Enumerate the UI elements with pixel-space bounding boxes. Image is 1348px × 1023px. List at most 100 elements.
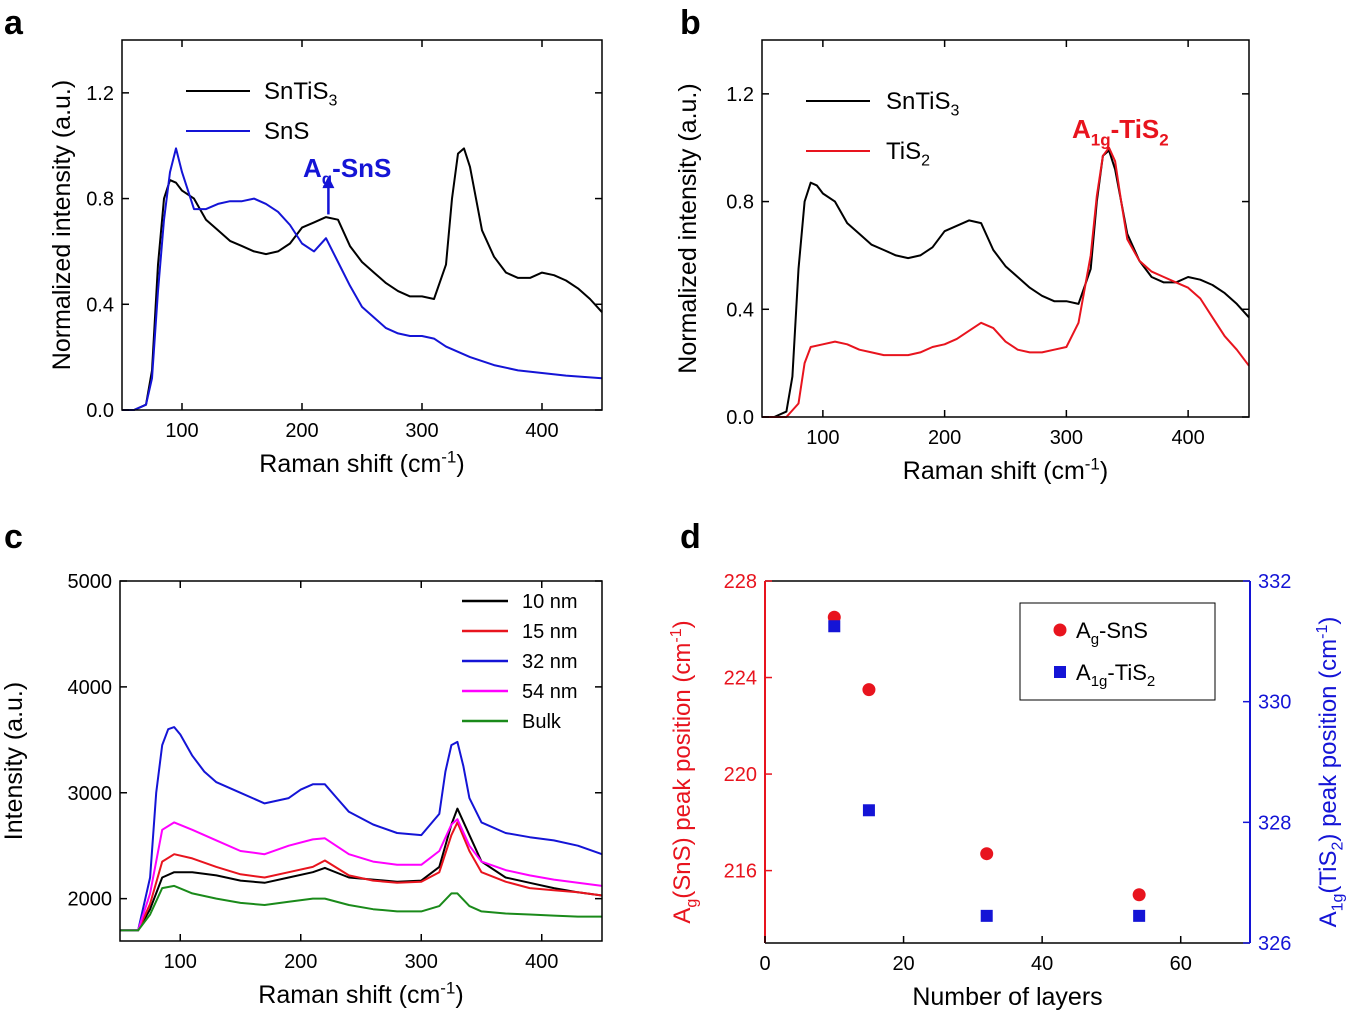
y-axis-label-right-part: -1 [1314, 625, 1331, 639]
legend-label-part: g [1091, 631, 1099, 648]
y-tick-label: 326 [1258, 933, 1291, 955]
x-axis-label-part: -1 [1085, 455, 1100, 474]
legend-label: SnS [264, 118, 309, 145]
y-axis-label-right: A1g(TiS2) peak position (cm-1) [1314, 617, 1347, 928]
x-tick-label: 100 [806, 427, 839, 449]
y-tick-label: 4000 [68, 677, 113, 699]
peak-annotation: A1g-TiS2 [1072, 114, 1169, 149]
y-tick-label: 224 [724, 668, 757, 690]
legend-label: 15 nm [522, 621, 578, 643]
panel-c: c 100 200 300 400 2000 3000 4000 5000 Raman shift… [0, 518, 603, 1009]
data-point-square [862, 804, 875, 817]
series-line-0 [120, 807, 603, 932]
y-tick-label: 0.0 [726, 407, 754, 429]
series-line-0 [762, 149, 1250, 418]
panel-b: b 100 200 300 400 0.0 0.4 0.8 1.2 Raman shift (cm… [674, 4, 1250, 486]
series-line-1 [122, 147, 603, 411]
legend-label-part: A [1076, 660, 1091, 685]
peak-annotation-part: 2 [1159, 130, 1168, 149]
y-tick-label: 1.2 [726, 84, 754, 106]
y-axis-label-right-part: A [1315, 911, 1342, 927]
y-tick-label: 0.4 [86, 294, 114, 316]
x-tick-label: 400 [525, 951, 558, 973]
legend-label-part: TiS [886, 138, 921, 165]
x-tick-label: 40 [1031, 953, 1053, 975]
data-point-square [1133, 909, 1146, 922]
legend-label-part: 2 [1147, 673, 1155, 690]
legend-label-part: -TiS [1107, 660, 1147, 685]
series-line-1 [762, 146, 1250, 418]
panel-a: a 100 200 300 400 0.0 0.4 0.8 1.2 Raman shift (cm… [4, 4, 603, 479]
series-line-1 [120, 821, 603, 932]
annotation-arrowhead [322, 176, 335, 189]
y-axis-label-right-part: 1g [1330, 894, 1347, 912]
y-tick-label: 3000 [68, 783, 113, 805]
y-axis-label-left-part: g [684, 899, 701, 908]
series-line-0 [122, 147, 603, 411]
y-axis-label-right-part: ) [1315, 617, 1342, 625]
data-point-square [828, 620, 841, 633]
panel-d: d 0 20 40 60 216 220 224 228 326 328 330 332 Number o… [668, 518, 1347, 1011]
data-point-circle [980, 847, 994, 861]
y-tick-label: 0.8 [86, 189, 114, 211]
legend-label: SnTiS3 [264, 78, 337, 110]
x-tick-label: 300 [1050, 427, 1083, 449]
legend-box [1019, 602, 1216, 701]
legend-label: 32 nm [522, 651, 578, 673]
legend-label-part: SnS [264, 118, 309, 145]
data-point-square [980, 909, 993, 922]
legend-label: A1g-TiS2 [1076, 660, 1155, 690]
plot-frame [119, 580, 603, 942]
series-line-2 [120, 726, 603, 932]
legend-label: 10 nm [522, 591, 578, 613]
y-axis-label-right-part: (TiS [1315, 850, 1342, 893]
legend-label-part: 1g [1091, 673, 1108, 690]
x-axis-label: Raman shift (cm-1) [903, 455, 1108, 486]
x-tick-label: 100 [165, 420, 198, 442]
x-tick-label: 0 [759, 953, 770, 975]
x-tick-label: 200 [928, 427, 961, 449]
y-axis-label-left-part: ) [669, 620, 696, 628]
y-axis-label-left-part: A [669, 908, 696, 924]
x-tick-label: 200 [284, 951, 317, 973]
x-tick-label: 400 [525, 420, 558, 442]
peak-annotation-part: -SnS [332, 153, 391, 183]
legend-label-part: SnTiS [886, 88, 950, 115]
y-axis-label: Normalized intensity (a.u.) [48, 80, 76, 370]
y-tick-label: 330 [1258, 692, 1291, 714]
y-axis-label-left: Ag(SnS) peak position (cm-1) [668, 620, 701, 923]
peak-annotation: Ag-SnS [303, 153, 391, 188]
peak-annotation-part: A [1072, 114, 1091, 144]
legend-label: 54 nm [522, 681, 578, 703]
legend-label-part: SnTiS [264, 78, 328, 105]
x-axis-label: Number of layers [912, 983, 1102, 1011]
x-tick-label: 300 [405, 951, 438, 973]
legend-label-part: -SnS [1099, 618, 1148, 643]
x-axis-label: Raman shift (cm-1) [259, 448, 464, 479]
legend-label-part: A [1076, 618, 1091, 643]
legend-label-part: 3 [328, 93, 337, 110]
legend-label: TiS2 [886, 138, 930, 170]
plot-frame [761, 39, 1250, 418]
x-tick-label: 300 [405, 420, 438, 442]
y-tick-label: 216 [724, 861, 757, 883]
x-tick-label: 20 [892, 953, 914, 975]
peak-annotation-part: -TiS [1111, 114, 1160, 144]
y-axis-label-right-part: 2 [1330, 841, 1347, 850]
legend-marker [1053, 623, 1067, 637]
y-tick-label: 0.8 [726, 192, 754, 214]
y-axis-label-right-part: ) peak position (cm [1315, 639, 1342, 842]
panel-label-b: b [680, 4, 701, 42]
legend-label: SnTiS3 [886, 88, 959, 120]
y-tick-label: 2000 [68, 889, 113, 911]
x-axis-label-part: Raman shift (cm [259, 450, 441, 478]
plot-frame [121, 39, 603, 411]
x-axis-label-part: Raman shift (cm [903, 457, 1085, 485]
x-axis-label-part: Raman shift (cm [258, 981, 440, 1009]
panel-label-d: d [680, 518, 701, 556]
y-tick-label: 220 [724, 764, 757, 786]
legend-marker [1054, 666, 1066, 678]
y-tick-label: 0.4 [726, 299, 754, 321]
x-axis-label-part: ) [456, 450, 464, 478]
